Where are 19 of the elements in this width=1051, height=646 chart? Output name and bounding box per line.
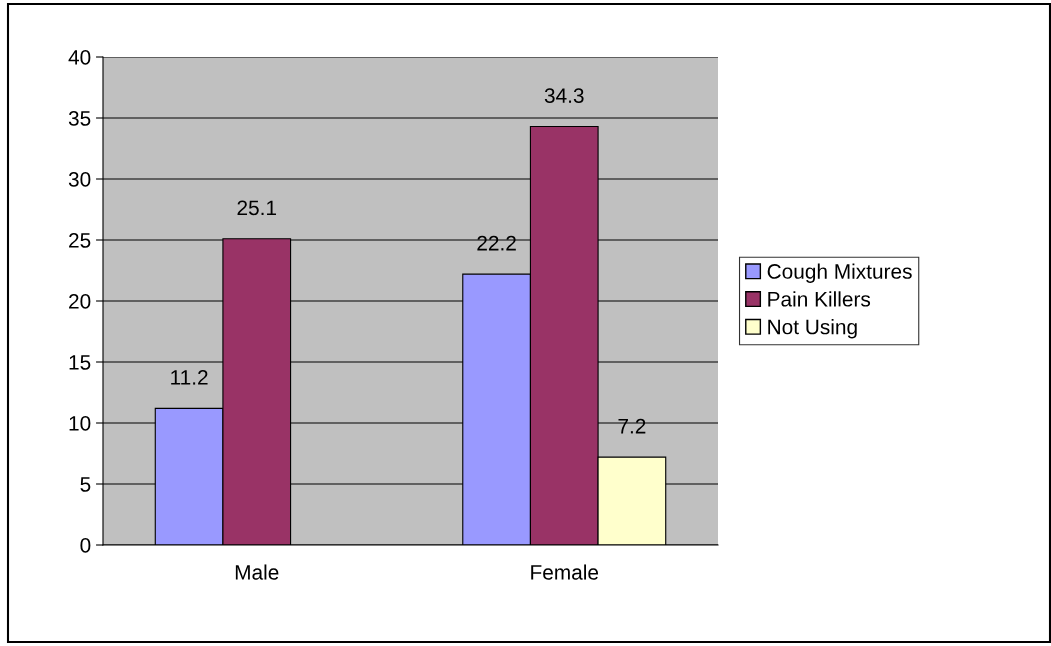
data-label: 22.2 <box>477 235 516 251</box>
y-tick-label: 5 <box>80 477 91 492</box>
y-tick-label: 25 <box>69 233 91 248</box>
x-tick-label: Female <box>531 564 599 580</box>
data-label: 34.3 <box>544 88 584 103</box>
data-label: 7.2 <box>618 418 646 434</box>
y-tick-label: 30 <box>68 172 91 187</box>
y-tick-label: 35 <box>68 111 91 126</box>
y-tick-label: 40 <box>68 50 91 65</box>
y-tick-label: 20 <box>69 294 91 309</box>
data-label: 11.2 <box>171 370 208 385</box>
legend-label: Pain Killers <box>768 291 871 307</box>
y-tick-label: 15 <box>69 355 91 370</box>
legend-label: Not Using <box>768 319 857 339</box>
y-tick-label: 10 <box>69 416 91 431</box>
legend-label: Cough Mixtures <box>767 263 912 283</box>
data-label: 25.1 <box>237 200 277 216</box>
x-tick-label: Male <box>235 564 279 580</box>
y-tick-label: 0 <box>80 538 91 553</box>
